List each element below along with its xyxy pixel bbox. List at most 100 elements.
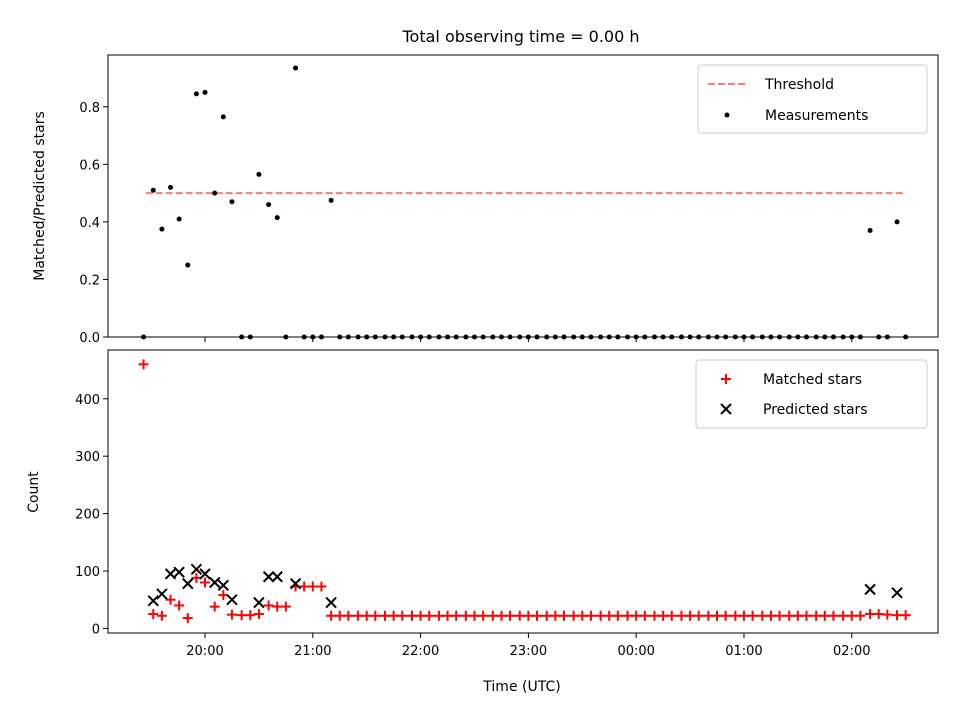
legend-threshold-label: Threshold — [764, 77, 834, 93]
bottom-y-tick-label: 100 — [75, 565, 100, 580]
matched-star-point — [442, 610, 453, 621]
matched-star-point — [209, 601, 220, 612]
matched-star-point — [226, 609, 237, 620]
measurement-point — [382, 334, 388, 340]
measurement-point — [159, 226, 165, 232]
measurement-point — [202, 89, 208, 95]
measurement-point — [750, 334, 756, 340]
matched-star-point — [148, 609, 159, 620]
top-legend: Threshold Measurements — [697, 64, 928, 134]
predicted-star-point — [182, 577, 194, 590]
matched-star-point — [388, 610, 399, 621]
legend-predicted-label: Predicted stars — [763, 402, 868, 418]
measurement-point — [768, 334, 774, 340]
matched-star-point — [595, 610, 606, 621]
measurement-point — [822, 334, 828, 340]
matched-star-point — [174, 600, 185, 611]
measurement-point — [337, 334, 343, 340]
matched-star-point — [406, 610, 417, 621]
measurement-point — [229, 199, 235, 205]
matched-star-point — [658, 610, 669, 621]
predicted-star-point — [173, 566, 185, 578]
measurement-point — [283, 334, 289, 340]
matched-star-point — [693, 610, 704, 621]
predicted-star-point — [262, 571, 275, 583]
matched-star-point — [496, 610, 507, 621]
measurement-point — [903, 334, 909, 340]
matched-star-point — [838, 610, 849, 621]
matched-star-point — [353, 610, 364, 621]
measurement-point — [247, 334, 253, 340]
matched-star-point — [307, 581, 318, 592]
matched-star-point — [299, 581, 310, 592]
measurement-point — [857, 334, 863, 340]
measurement-point — [445, 334, 451, 340]
matched-star-point — [245, 610, 256, 621]
matched-star-point — [730, 610, 741, 621]
measurement-point — [840, 334, 846, 340]
top-legend-box — [697, 64, 928, 134]
measurement-point — [517, 334, 523, 340]
predicted-star-point — [217, 579, 230, 592]
matched-star-point — [523, 610, 534, 621]
measurement-point — [409, 334, 415, 340]
bottom-y-tick-label: 0 — [92, 622, 100, 637]
matched-star-point — [182, 613, 193, 624]
measurement-point — [220, 114, 226, 120]
bottom-y-tick-label: 300 — [75, 450, 100, 465]
matched-star-point — [792, 610, 803, 621]
matched-star-point — [532, 610, 543, 621]
matched-star-point — [200, 577, 211, 588]
measurement-point — [625, 334, 631, 340]
matched-star-point — [343, 610, 354, 621]
measurement-point — [723, 334, 729, 340]
matched-star-point — [568, 610, 579, 621]
matched-star-point — [900, 610, 911, 621]
predicted-star-point — [209, 576, 221, 589]
matched-star-point — [460, 610, 471, 621]
top-y-axis-label: Matched/Predicted stars — [32, 111, 48, 281]
matched-star-point — [666, 610, 677, 621]
predicted-star-point — [164, 568, 177, 580]
matched-star-point — [487, 610, 498, 621]
measurement-point — [642, 334, 648, 340]
measurement-point — [266, 202, 272, 208]
bottom-panel: 0 100 200 300 400 20:00 21:00 22:00 23:00 00:00 0… — [26, 349, 939, 695]
matched-star-point — [316, 581, 327, 592]
measurement-point — [687, 334, 693, 340]
matched-star-point — [765, 610, 776, 621]
bottom-x-tick-label: 22:00 — [402, 644, 439, 659]
matched-star-point — [738, 610, 749, 621]
measurement-point — [732, 334, 738, 340]
matched-star-point — [334, 610, 345, 621]
measurement-point — [741, 334, 747, 340]
measurement-point — [471, 334, 477, 340]
measurement-point — [507, 334, 513, 340]
measurement-point — [561, 334, 567, 340]
matched-star-point — [649, 610, 660, 621]
matched-star-point — [585, 610, 596, 621]
measurement-point — [364, 334, 370, 340]
matched-star-point — [774, 610, 785, 621]
legend-matched-label: Matched stars — [763, 372, 862, 388]
measurement-point — [669, 334, 675, 340]
matched-star-point — [424, 610, 435, 621]
bottom-x-tick-label: 20:00 — [186, 644, 223, 659]
measurement-point — [759, 334, 765, 340]
matched-star-point — [541, 610, 552, 621]
top-panel-frame — [107, 54, 939, 338]
matched-star-point — [757, 610, 768, 621]
measurement-point — [830, 334, 836, 340]
measurement-point — [355, 334, 361, 340]
legend-measurements-label: Measurements — [765, 108, 868, 124]
matched-star-point — [784, 610, 795, 621]
matched-star-point — [550, 610, 561, 621]
top-y-tick-label: 0.6 — [79, 158, 100, 173]
matched-star-point — [747, 610, 758, 621]
measurement-point — [274, 215, 280, 221]
measurement-point — [176, 216, 182, 222]
measurement-point — [293, 65, 299, 71]
bottom-legend: Matched stars Predicted stars — [695, 359, 928, 429]
matched-star-point — [165, 594, 176, 605]
measurement-point — [849, 334, 855, 340]
